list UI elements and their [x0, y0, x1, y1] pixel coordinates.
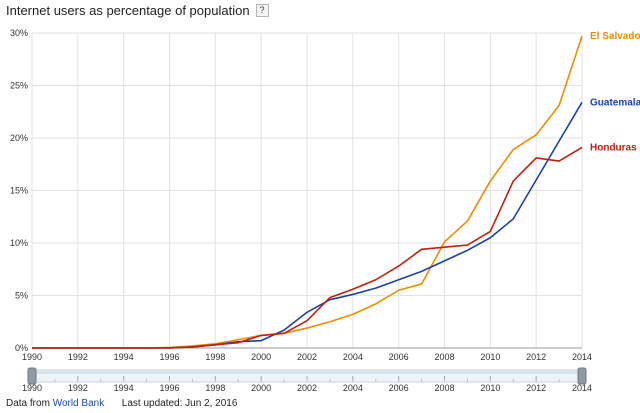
x-tick-label: 1992 — [68, 352, 88, 362]
chart-title: Internet users as percentage of populati… — [6, 3, 250, 18]
y-tick-label: 25% — [10, 81, 28, 91]
range-slider-tick-label: 2000 — [251, 383, 271, 393]
x-tick-label: 2014 — [572, 352, 592, 362]
y-tick-label: 10% — [10, 238, 28, 248]
range-slider-end-handle[interactable] — [577, 367, 587, 385]
range-slider-tick-label: 2012 — [526, 383, 546, 393]
help-icon[interactable]: ? — [255, 4, 269, 17]
range-slider-tick-label: 1992 — [68, 383, 88, 393]
range-slider[interactable]: 1990 1992 1994 1996 1998 2000 2002 2004 2006 2008… — [22, 367, 592, 393]
range-slider-start-handle[interactable] — [27, 367, 37, 385]
range-slider-tick-label: 2004 — [343, 383, 363, 393]
range-slider-tick-label: 2010 — [480, 383, 500, 393]
source-link[interactable]: World Bank — [52, 398, 105, 409]
x-tick-label: 2010 — [480, 352, 500, 362]
range-slider-tick-label: 1994 — [114, 383, 134, 393]
y-tick-label: 15% — [10, 186, 28, 196]
data-from-label: Data from — [6, 398, 50, 409]
x-tick-label: 2012 — [526, 352, 546, 362]
x-tick-label: 1990 — [22, 352, 42, 362]
footer: Data from World Bank Last updated: Jun 2… — [6, 398, 237, 409]
x-tick-label: 2000 — [251, 352, 271, 362]
x-tick-label: 1994 — [114, 352, 134, 362]
range-slider-tick-label: 2014 — [572, 383, 592, 393]
series-layer — [32, 35, 583, 349]
series-label-layer: El Salvador Guatemala Honduras — [590, 31, 640, 153]
last-updated-label: Last updated: Jun 2, 2016 — [121, 398, 238, 409]
y-tick-label: 0% — [15, 343, 28, 353]
range-slider-selection — [32, 371, 582, 374]
y-tick-label: 30% — [10, 28, 28, 38]
x-tick-label: 2002 — [297, 352, 317, 362]
range-slider-tick-label: 1996 — [159, 383, 179, 393]
axis-layer: 0% 5% 10% 15% 20% 25% 30% 1990 1992 1994 1996 1998 2… — [10, 28, 592, 362]
x-tick-label: 2004 — [343, 352, 363, 362]
series-label-guatemala: Guatemala — [590, 97, 640, 108]
x-tick-label: 2008 — [434, 352, 454, 362]
x-tick-label: 2006 — [389, 352, 409, 362]
range-slider-tick-label: 1990 — [22, 383, 42, 393]
x-tick-label: 1998 — [205, 352, 225, 362]
series-label-el-salvador: El Salvador — [590, 31, 640, 42]
range-slider-tick-label: 1998 — [205, 383, 225, 393]
series-label-honduras: Honduras — [590, 142, 637, 153]
x-tick-label: 1996 — [159, 352, 179, 362]
range-slider-tick-label: 2006 — [389, 383, 409, 393]
y-tick-label: 5% — [15, 291, 28, 301]
range-slider-tick-label: 2002 — [297, 383, 317, 393]
series-line-honduras — [32, 146, 583, 349]
chart-header: Internet users as percentage of populati… — [6, 3, 269, 18]
grid-layer — [31, 32, 583, 349]
y-tick-label: 20% — [10, 133, 28, 143]
range-slider-tick-label: 2008 — [434, 383, 454, 393]
